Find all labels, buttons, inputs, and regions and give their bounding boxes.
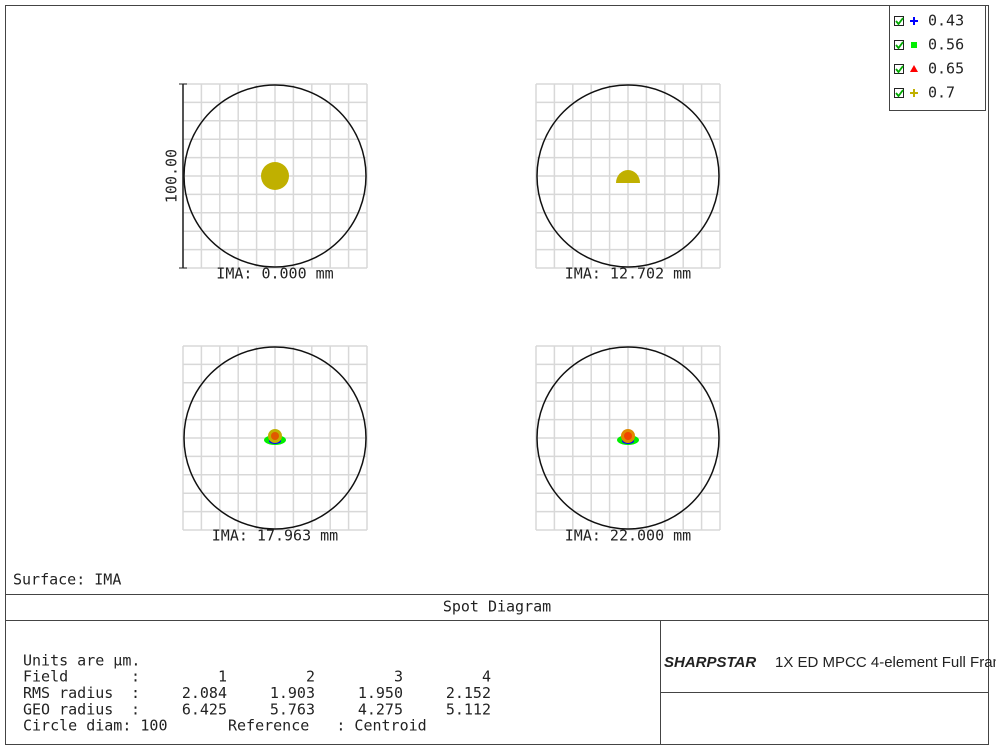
legend-label: 0.43	[928, 12, 964, 30]
table-cell: 2	[306, 668, 315, 686]
legend-marker	[910, 65, 918, 72]
table-cell: Field	[23, 668, 68, 686]
table-cell: 6.425	[182, 701, 227, 719]
table-cell: 5.763	[270, 701, 315, 719]
table-cell: :	[131, 684, 140, 702]
legend-label: 0.7	[928, 84, 955, 102]
table-cell: 4.275	[358, 701, 403, 719]
table-cell: 2.084	[182, 684, 227, 702]
legend: 0.43 0.56 0.65 0.7	[894, 12, 964, 102]
table-cell: 2.152	[446, 684, 491, 702]
legend-marker	[911, 42, 917, 48]
spot-panel: IMA: 12.702 mm	[535, 83, 721, 283]
field-label: IMA: 12.702 mm	[565, 265, 691, 283]
spot	[616, 170, 640, 183]
checkbox	[894, 40, 904, 50]
airy-circle	[536, 84, 720, 268]
table-cell: 4	[482, 668, 491, 686]
table-cell: 3	[394, 668, 403, 686]
surface-label: Surface: IMA	[13, 571, 121, 589]
spot	[624, 432, 632, 440]
checkbox	[894, 64, 904, 74]
legend-label: 0.56	[928, 36, 964, 54]
airy-circle	[536, 346, 720, 530]
table-cell: GEO radius	[23, 701, 113, 719]
description: 1X ED MPCC 4-element Full Frame	[775, 654, 996, 671]
spot	[271, 432, 279, 440]
legend-marker	[910, 17, 918, 25]
airy-circle	[183, 84, 367, 268]
legend-item: 0.65	[894, 60, 964, 78]
table-cell: 5.112	[446, 701, 491, 719]
spot-panel: IMA: 22.000 mm	[535, 345, 721, 545]
table-cell: 1.903	[270, 684, 315, 702]
scale-label: 100.00	[163, 149, 181, 203]
check	[895, 89, 904, 98]
info-table: Field: 1 2 3 4 RMS radius: 2.084 1.903 1.950 2.15…	[23, 668, 491, 719]
table-cell: RMS radius	[23, 684, 113, 702]
reference: Reference : Centroid	[228, 717, 427, 735]
checkbox	[894, 16, 904, 26]
spot	[261, 162, 289, 190]
legend-item: 0.56	[894, 36, 964, 54]
check	[895, 65, 904, 74]
field-label: IMA: 0.000 mm	[216, 265, 333, 283]
legend-marker	[910, 89, 918, 97]
table-cell: :	[131, 701, 140, 719]
plots: IMA: 0.000 mm IMA: 12.702 mm IMA: 17.963 m…	[182, 83, 721, 545]
legend-item: 0.43	[894, 12, 964, 30]
legend-box	[889, 5, 986, 111]
spot-panel: IMA: 0.000 mm	[182, 83, 368, 283]
check	[895, 41, 904, 50]
legend-item: 0.7	[894, 84, 955, 102]
airy-circle	[183, 346, 367, 530]
legend-label: 0.65	[928, 60, 964, 78]
table-cell: 1.950	[358, 684, 403, 702]
frame	[5, 5, 989, 745]
spot-panel: IMA: 17.963 mm	[182, 345, 368, 545]
field-label: IMA: 17.963 mm	[212, 527, 338, 545]
table-cell: 1	[218, 668, 227, 686]
title: Spot Diagram	[443, 598, 551, 616]
field-label: IMA: 22.000 mm	[565, 527, 691, 545]
check	[895, 17, 904, 26]
units: Units are µm.	[23, 652, 140, 670]
circle-diam: Circle diam: 100	[23, 717, 168, 735]
checkbox	[894, 88, 904, 98]
table-cell: :	[131, 668, 140, 686]
logo: SHARPSTAR	[664, 654, 756, 671]
